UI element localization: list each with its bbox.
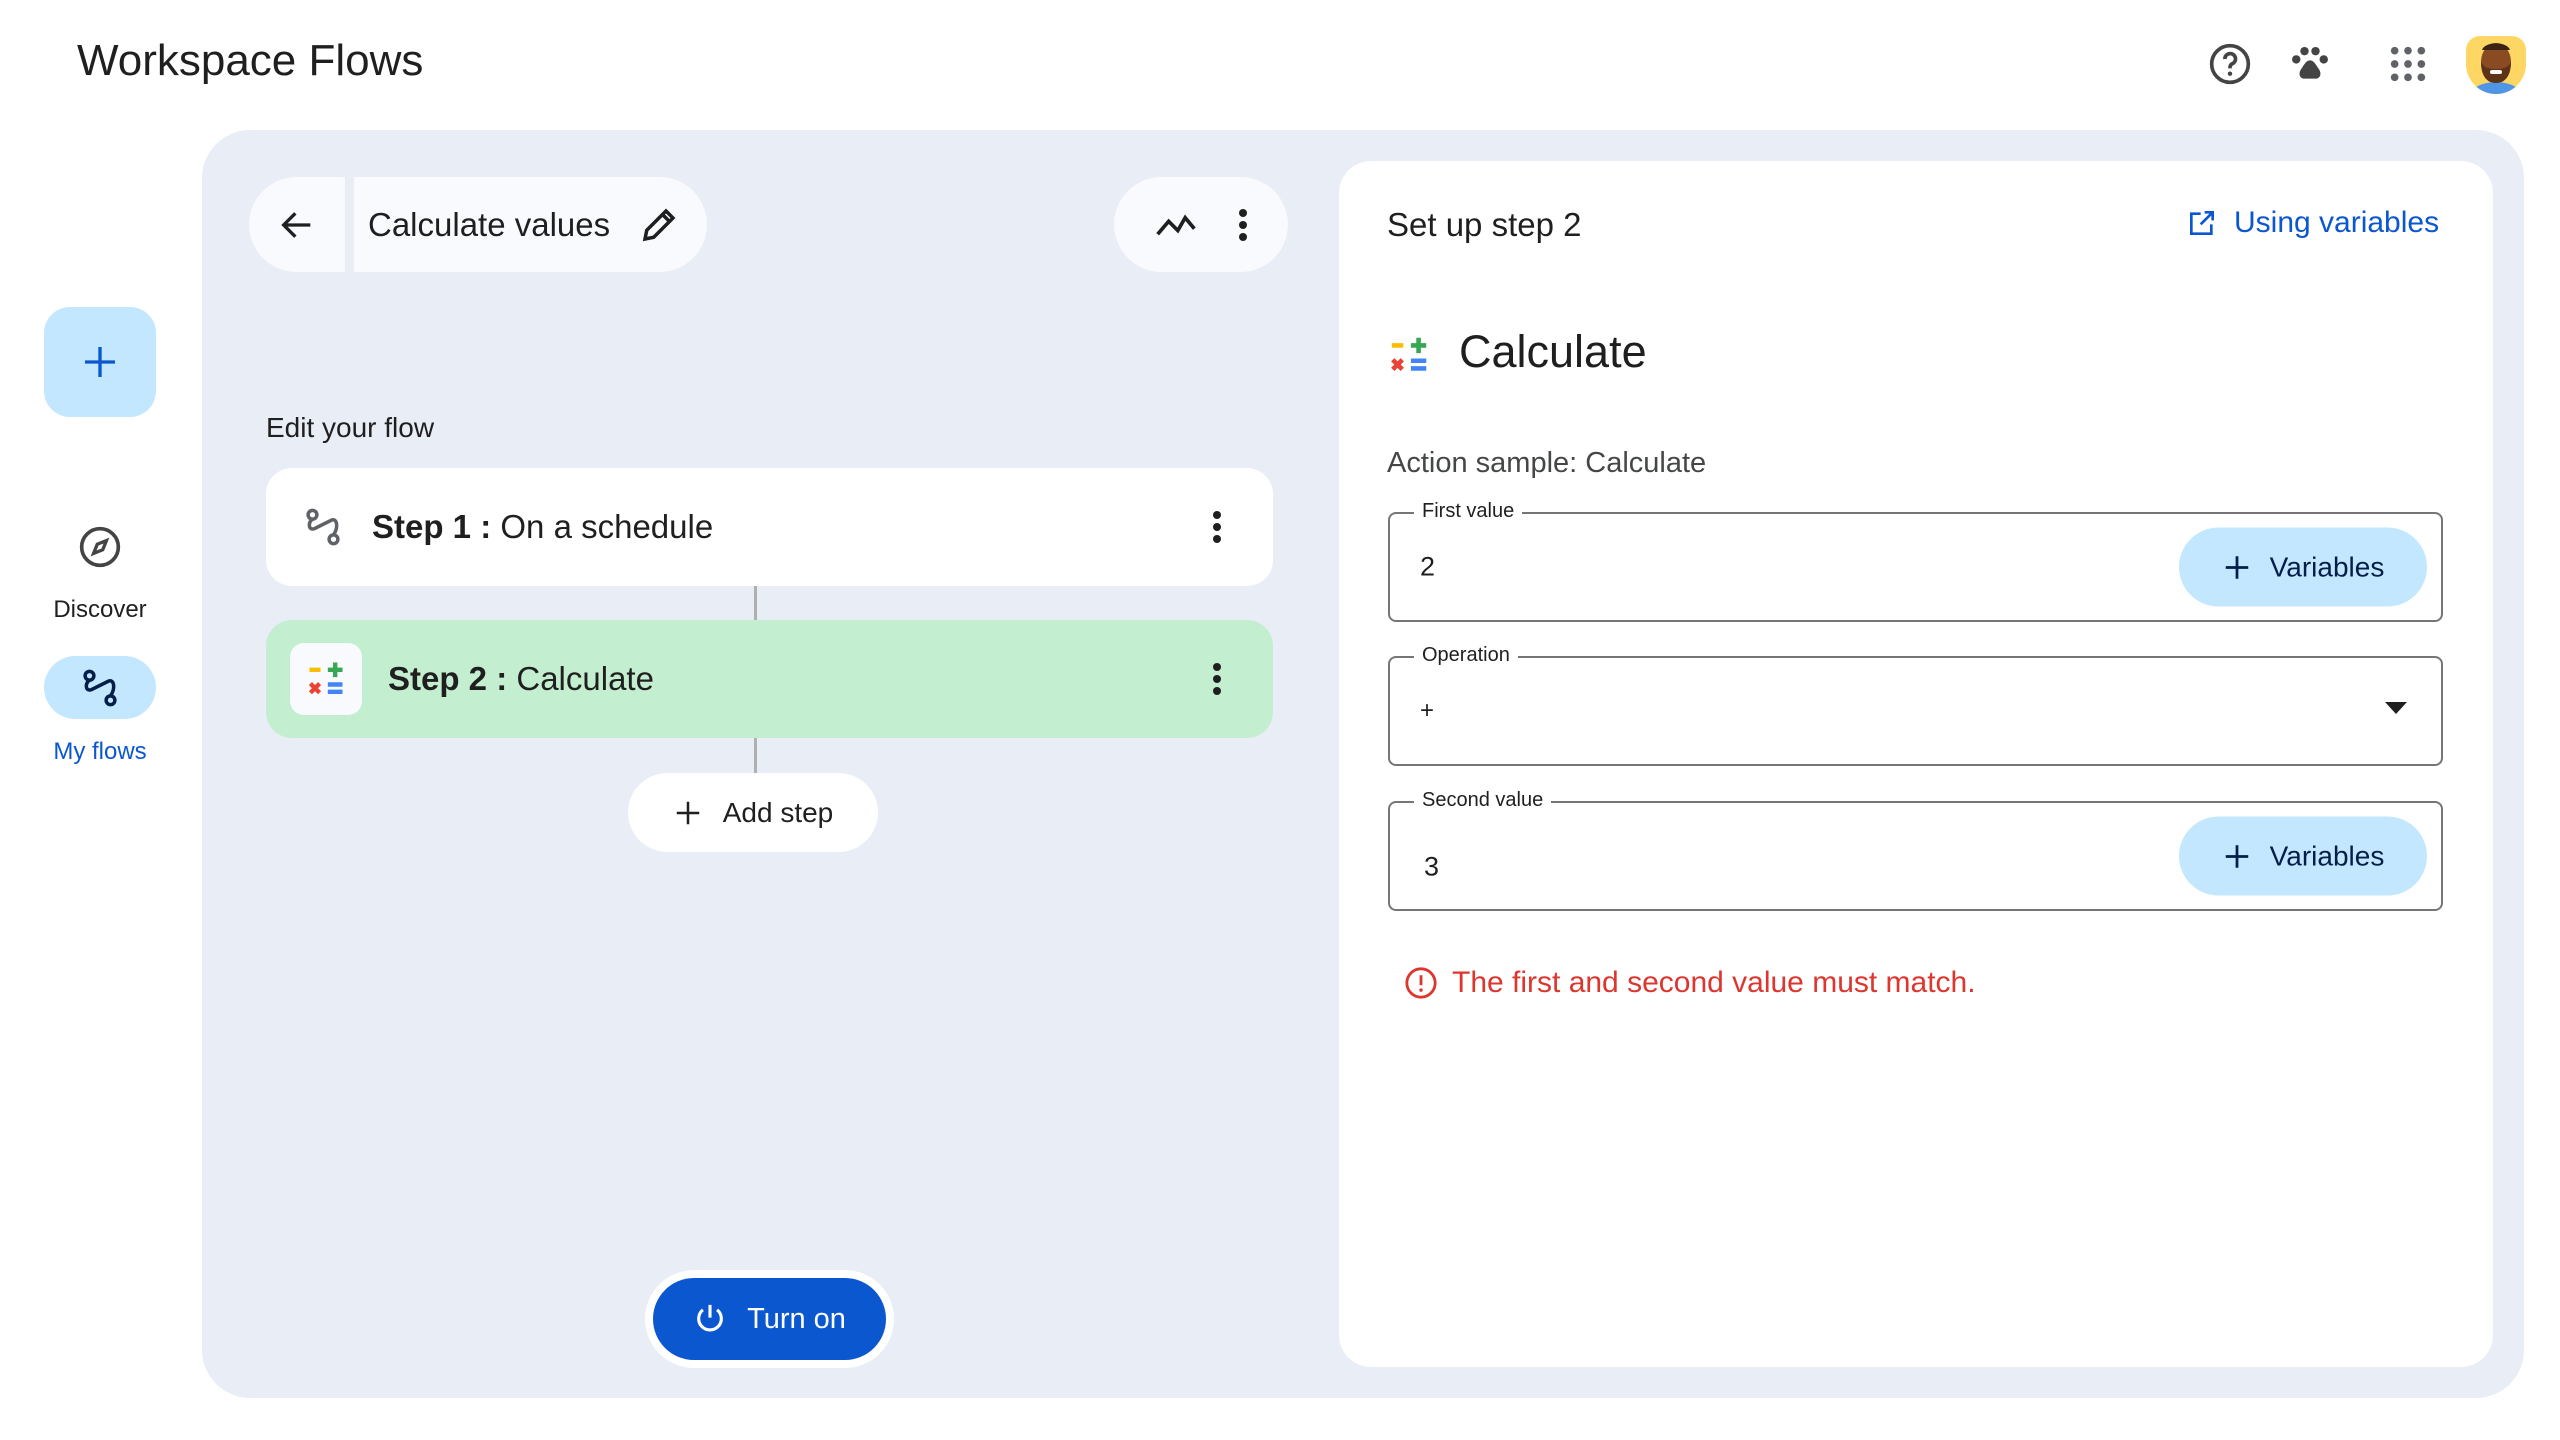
- variables-button[interactable]: Variables: [2179, 527, 2427, 607]
- using-variables-link[interactable]: Using variables: [2186, 206, 2439, 240]
- turn-on-label: Turn on: [747, 1302, 846, 1335]
- plus-icon: [676, 801, 699, 824]
- action-title: Calculate: [1459, 326, 1647, 377]
- add-step-label: Add step: [722, 796, 834, 828]
- turn-on-button[interactable]: Turn on: [653, 1278, 886, 1360]
- step-name: Calculate: [516, 660, 654, 697]
- plus-icon: [2225, 555, 2248, 579]
- using-variables-label: Using variables: [2234, 206, 2440, 239]
- flows-icon: [83, 669, 117, 706]
- variables-label: Variables: [2269, 840, 2385, 871]
- step-number: Step 2 :: [388, 660, 508, 697]
- step-number: Step 1 :: [372, 508, 492, 545]
- avatar[interactable]: [2466, 36, 2526, 94]
- error-icon: [1405, 967, 1437, 999]
- add-step-button[interactable]: Add step: [628, 773, 878, 852]
- step-card-1[interactable]: Step 1 : On a schedule: [266, 468, 1273, 586]
- back-button[interactable]: [249, 177, 345, 272]
- app-title: Workspace Flows: [77, 36, 424, 85]
- calculate-icon: [1391, 337, 1427, 372]
- second-value-label: Second value: [1414, 789, 1552, 812]
- section-title: Edit your flow: [266, 412, 435, 443]
- first-value-label: First value: [1414, 500, 1523, 523]
- sidebar-item-discover[interactable]: Discover: [53, 596, 147, 623]
- step-name: On a schedule: [500, 508, 714, 545]
- compass-icon[interactable]: [78, 525, 122, 569]
- step-card-2[interactable]: Step 2 : Calculate: [266, 620, 1273, 738]
- second-value-field[interactable]: Second value 3 Variables: [1388, 789, 2443, 911]
- error-text: The first and second value must match.: [1452, 966, 1976, 999]
- variables-label: Variables: [2269, 551, 2385, 582]
- apps-grid-icon[interactable]: [2380, 36, 2436, 92]
- sidebar-label-my-flows: My flows: [53, 738, 147, 765]
- variables-button[interactable]: Variables: [2179, 816, 2427, 896]
- second-value-input[interactable]: 3: [1424, 851, 1440, 882]
- power-icon: [697, 1304, 723, 1332]
- step-menu-icon[interactable]: [1211, 509, 1223, 545]
- step-connector: [754, 738, 757, 773]
- panel-title: Set up step 2: [1387, 206, 1582, 243]
- operation-label: Operation: [1414, 644, 1518, 667]
- activity-chart-icon[interactable]: [1154, 203, 1198, 247]
- open-in-new-icon: [2190, 211, 2214, 235]
- flow-actions: [1114, 177, 1288, 272]
- create-flow-button[interactable]: [44, 307, 156, 417]
- step-menu-icon[interactable]: [1211, 661, 1223, 697]
- help-icon[interactable]: [2202, 36, 2258, 92]
- paw-icon[interactable]: [2282, 36, 2338, 92]
- error-message: The first and second value must match.: [1404, 966, 1976, 1000]
- flow-name: Calculate values: [368, 205, 611, 243]
- first-value-field[interactable]: First value 2 Variables: [1388, 500, 2443, 622]
- schedule-flow-icon: [306, 508, 340, 546]
- plus-icon: [2225, 844, 2248, 868]
- step-connector: [754, 586, 757, 620]
- dropdown-arrow-icon: [2385, 702, 2407, 714]
- more-vert-icon[interactable]: [1237, 207, 1249, 243]
- first-value-input[interactable]: 2: [1420, 551, 1436, 582]
- edit-pencil-icon[interactable]: [638, 204, 680, 246]
- operation-value: +: [1420, 697, 1435, 724]
- operation-select[interactable]: Operation +: [1388, 644, 2443, 766]
- sidebar-item-my-flows[interactable]: [44, 656, 156, 719]
- calculate-icon: [290, 643, 362, 715]
- action-sample: Action sample: Calculate: [1387, 447, 1707, 479]
- flow-name-field[interactable]: Calculate values: [354, 177, 707, 272]
